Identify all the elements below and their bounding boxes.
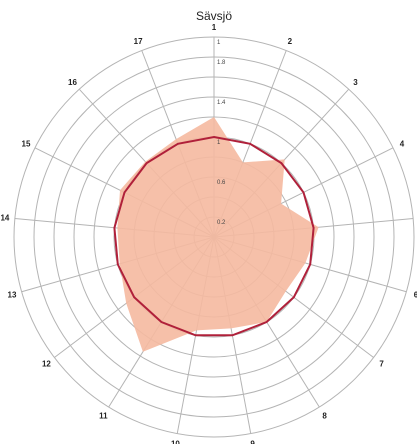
spoke-label: 12 [42, 360, 51, 369]
ring-labels: 0.2 0.6 1 1.4 1.8 1 [217, 40, 226, 226]
spoke-label: 17 [134, 37, 143, 46]
spoke-label: 2 [288, 37, 293, 46]
spoke-label: 8 [322, 412, 327, 421]
spoke-label: 3 [353, 78, 358, 87]
spoke-label: 10 [171, 439, 180, 444]
spoke-label: 4 [400, 139, 405, 148]
spoke-label: 6 [414, 291, 417, 300]
ring-value-label: 1 [217, 140, 221, 146]
ring-value-label: 1.8 [217, 60, 226, 66]
series-layer [113, 117, 319, 352]
spoke-label: 11 [99, 412, 108, 421]
chart-title: Sävsjö [196, 9, 232, 23]
spoke-label: 15 [22, 139, 31, 148]
spoke-label: 14 [0, 214, 9, 223]
ring-value-label: 1.4 [217, 100, 226, 106]
spoke-label: 7 [379, 360, 384, 369]
spoke-labels: 1234567891011121314151617 [0, 23, 417, 444]
ring-value-label: 0.6 [217, 180, 226, 186]
spoke-label: 1 [212, 23, 217, 32]
series-line [113, 135, 315, 337]
spoke-label: 16 [68, 78, 77, 87]
ring-value-label: 1 [217, 40, 221, 46]
spoke-label: 13 [8, 291, 17, 300]
spoke-label: 9 [250, 439, 255, 444]
series-area [117, 117, 319, 352]
ring-value-label: 0.2 [217, 220, 226, 226]
